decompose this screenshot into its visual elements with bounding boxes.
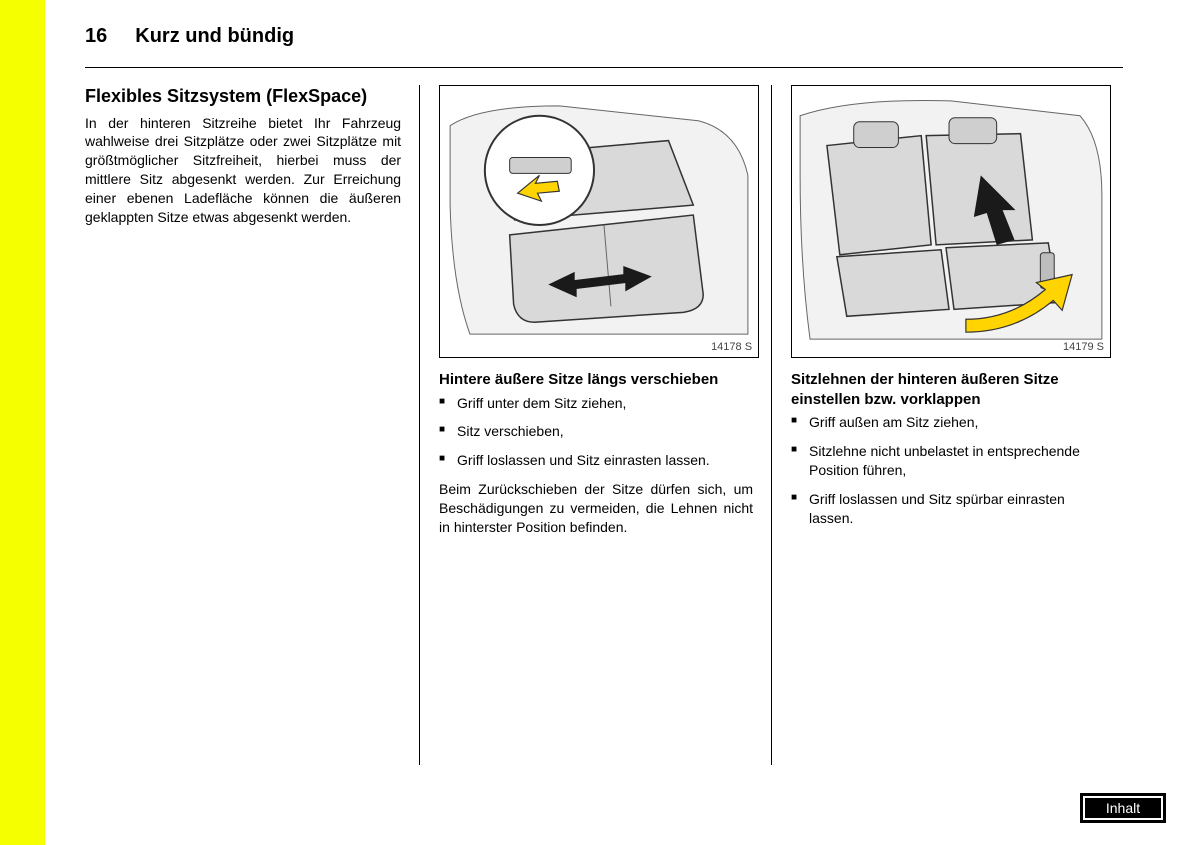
- column-divider-2: [771, 85, 772, 765]
- note-col2: Beim Zurückschieben der Sitze dürfen sic…: [439, 480, 753, 537]
- list-item: Griff loslassen und Sitz spürbar einrast…: [791, 490, 1105, 528]
- sub-heading-col2: Hintere äußere Sitze längs verschieben: [439, 370, 753, 390]
- column-2: 14178 S Hintere äußere Sitze längs versc…: [425, 85, 771, 765]
- list-item: Sitzlehne nicht unbelastet in entspre­ch…: [791, 442, 1105, 480]
- contents-button[interactable]: Inhalt: [1080, 793, 1166, 823]
- figure-seat-slide: 14178 S: [439, 85, 759, 358]
- contents-button-label: Inhalt: [1106, 800, 1140, 816]
- figure-id: 14178 S: [711, 341, 752, 353]
- figure-seat-fold: 14179 S: [791, 85, 1111, 358]
- page-number: 16: [85, 25, 107, 48]
- column-3: 14179 S Sitzlehnen der hinteren äußeren …: [777, 85, 1123, 765]
- sub-heading-col3: Sitzlehnen der hinteren äußeren Sitze ei…: [791, 370, 1105, 409]
- chapter-title: Kurz und bündig: [135, 25, 294, 48]
- seat-fold-illustration: [792, 86, 1110, 357]
- content-columns: Flexibles Sitzsystem (FlexSpace) In der …: [85, 85, 1123, 765]
- section-heading: Flexibles Sitzsystem (FlexSpace): [85, 85, 401, 108]
- bullet-list-col2: Griff unter dem Sitz ziehen, Sitz versch…: [439, 394, 753, 471]
- list-item: Sitz verschieben,: [439, 422, 753, 441]
- list-item: Griff loslassen und Sitz einrasten lasse…: [439, 451, 753, 470]
- intro-paragraph: In der hinteren Sitzreihe bietet Ihr Fah…: [85, 114, 401, 227]
- list-item: Griff unter dem Sitz ziehen,: [439, 394, 753, 413]
- column-divider-1: [419, 85, 420, 765]
- list-item: Griff außen am Sitz ziehen,: [791, 413, 1105, 432]
- column-1: Flexibles Sitzsystem (FlexSpace) In der …: [85, 85, 419, 765]
- side-tab: [0, 0, 45, 845]
- seat-slide-illustration: [440, 86, 758, 357]
- page-header: 16 Kurz und bündig: [85, 25, 294, 48]
- bullet-list-col3: Griff außen am Sitz ziehen, Sitzlehne ni…: [791, 413, 1105, 527]
- figure-id: 14179 S: [1063, 341, 1104, 353]
- header-rule: [85, 67, 1123, 68]
